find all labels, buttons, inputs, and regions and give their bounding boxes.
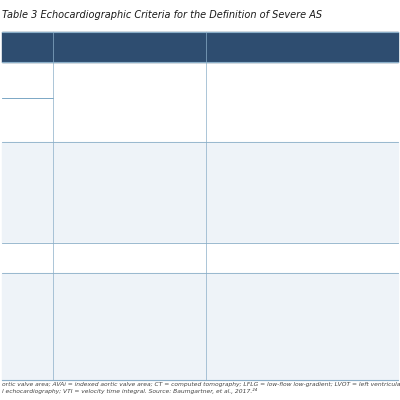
Text: • Underestimation of LVOT velocity or
    peak velocity: • Underestimation of LVOT velocity or pe… — [55, 276, 173, 287]
Text: • Multiple acoustic windows to de-
    termine the highest peak
    velocity
  •: • Multiple acoustic windows to de- termi… — [208, 64, 316, 118]
Text: • Multiple acoustic windows to de-
    termine the highest
    peak velocity
  •: • Multiple acoustic windows to de- termi… — [208, 276, 316, 359]
Text: <0.25: <0.25 — [18, 276, 38, 281]
Text: ≥40: ≥40 — [21, 100, 34, 105]
Text: Severe AS: Severe AS — [8, 44, 48, 50]
Text: <1.0: <1.0 — [20, 144, 36, 150]
Text: <0.6: <0.6 — [20, 245, 36, 250]
Text: • Systolic LVOT diameter in ≥3 bea-
    ts, averaged in
    ≥5 beats (irregular : • Systolic LVOT diameter in ≥3 bea- ts, … — [208, 144, 320, 204]
Text: ortic valve area; AVAi = indexed aortic valve area; CT = computed tomography; LF: ortic valve area; AVAi = indexed aortic … — [2, 382, 400, 394]
Text: Common Mistakes in the Assessment
of LFLG AS: Common Mistakes in the Assessment of LFL… — [56, 40, 204, 54]
Text: • Underestimation in obese patients: • Underestimation in obese patients — [55, 245, 168, 250]
Text: Recommendations to Avoid Mi...
the Assessment of LFLG AS: Recommendations to Avoid Mi... the Asses… — [238, 40, 366, 54]
Text: • Important measure  in children,
    small adults: • Important measure in children, small a… — [208, 245, 312, 256]
Text: • Underestimation of peak velocity and
    mean gradient:
      • Misalignment o: • Underestimation of peak velocity and m… — [55, 64, 185, 94]
Text: ≥4.0: ≥4.0 — [20, 64, 36, 70]
Text: • Underestimation of LVOT area:
      • Elliptical shape of LVOT
      • Calcifi: • Underestimation of LVOT area: • Ellipt… — [55, 144, 177, 192]
Text: Table 3 Echocardiographic Criteria for the Definition of Severe AS: Table 3 Echocardiographic Criteria for t… — [2, 10, 322, 20]
